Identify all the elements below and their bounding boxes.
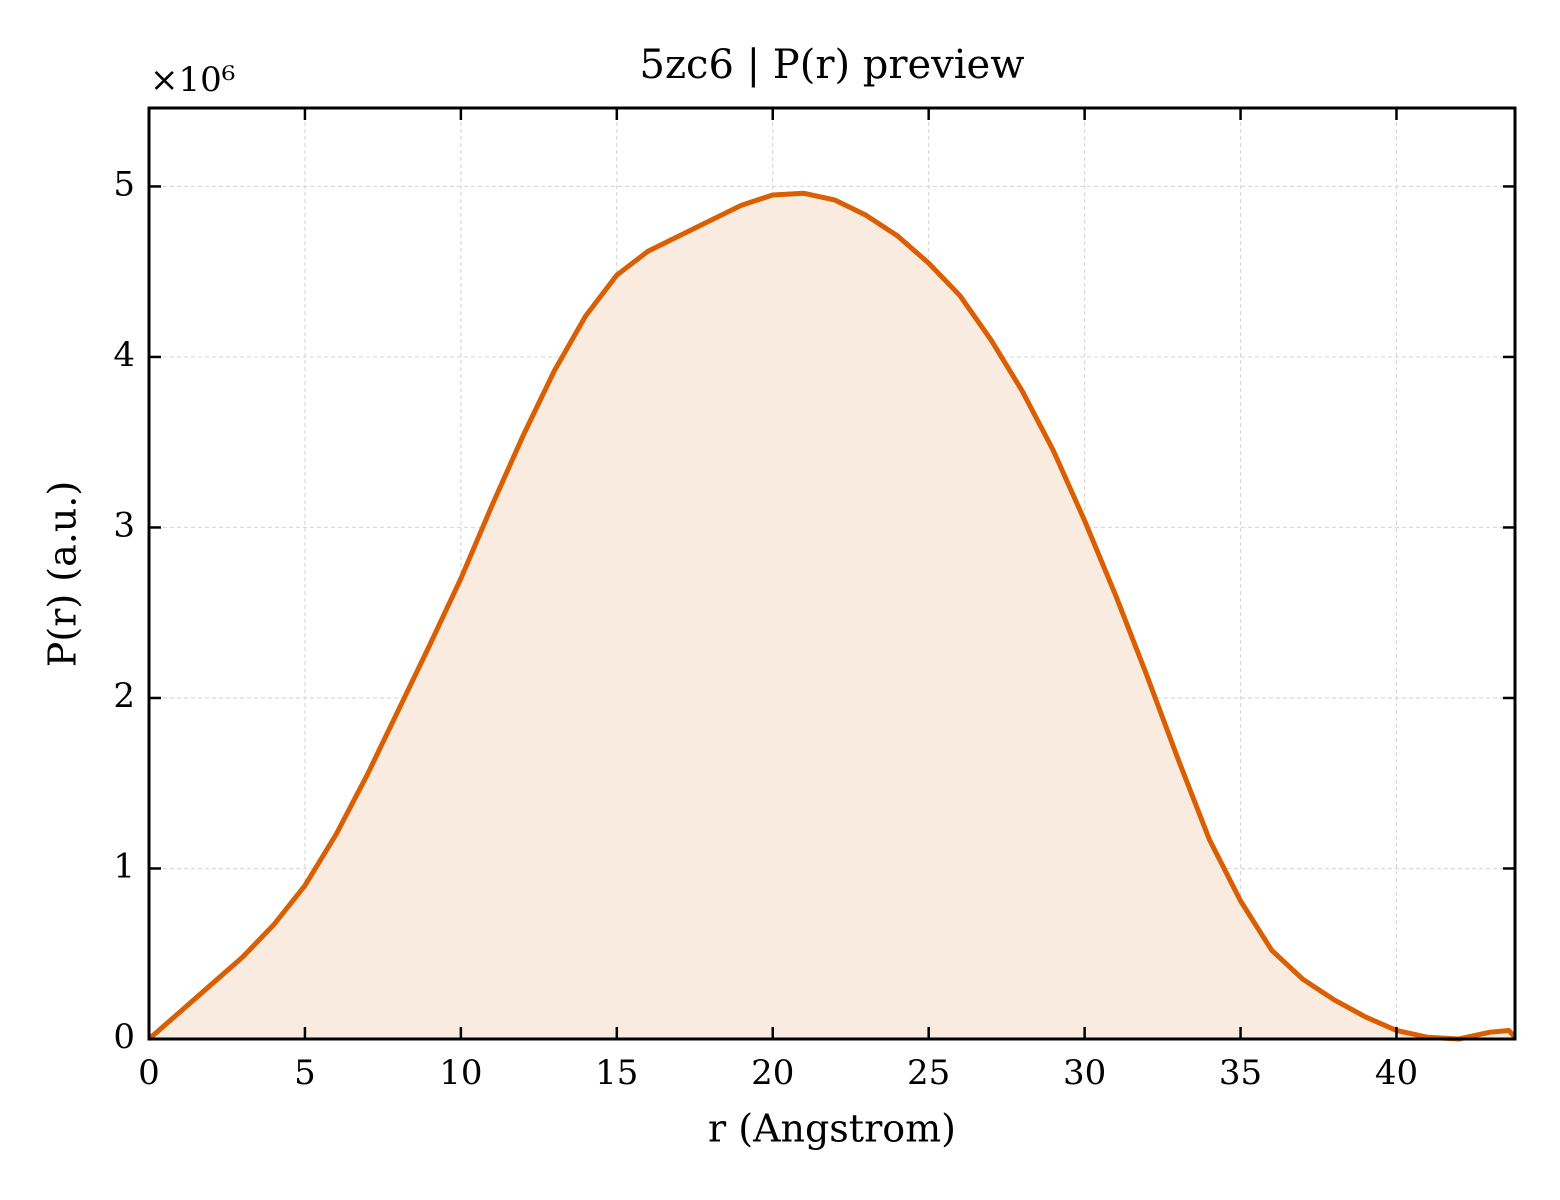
x-tick-label: 5 <box>294 1053 316 1093</box>
y-tick-label: 1 <box>113 846 135 886</box>
y-tick-label: 0 <box>113 1017 135 1057</box>
x-tick-label: 15 <box>595 1053 638 1093</box>
x-tick-label: 0 <box>138 1053 160 1093</box>
x-tick-label: 25 <box>907 1053 950 1093</box>
chart-title: 5zc6 | P(r) preview <box>640 42 1025 88</box>
y-tick-label: 5 <box>113 164 135 204</box>
plot-frame <box>147 106 1517 1041</box>
y-axis-label: P(r) (a.u.) <box>41 481 85 667</box>
x-tick-label: 35 <box>1219 1053 1262 1093</box>
y-tick-label: 3 <box>113 505 135 545</box>
y-offset-label: ×10⁶ <box>150 60 235 100</box>
y-tick-label: 4 <box>113 335 135 375</box>
x-tick-label: 40 <box>1375 1053 1418 1093</box>
x-tick-label: 10 <box>439 1053 482 1093</box>
y-tick-label: 2 <box>113 676 135 716</box>
x-tick-label: 20 <box>751 1053 794 1093</box>
area <box>149 193 1515 1039</box>
x-axis-label: r (Angstrom) <box>708 1107 956 1151</box>
line <box>147 190 1517 1042</box>
x-tick-label: 30 <box>1063 1053 1106 1093</box>
